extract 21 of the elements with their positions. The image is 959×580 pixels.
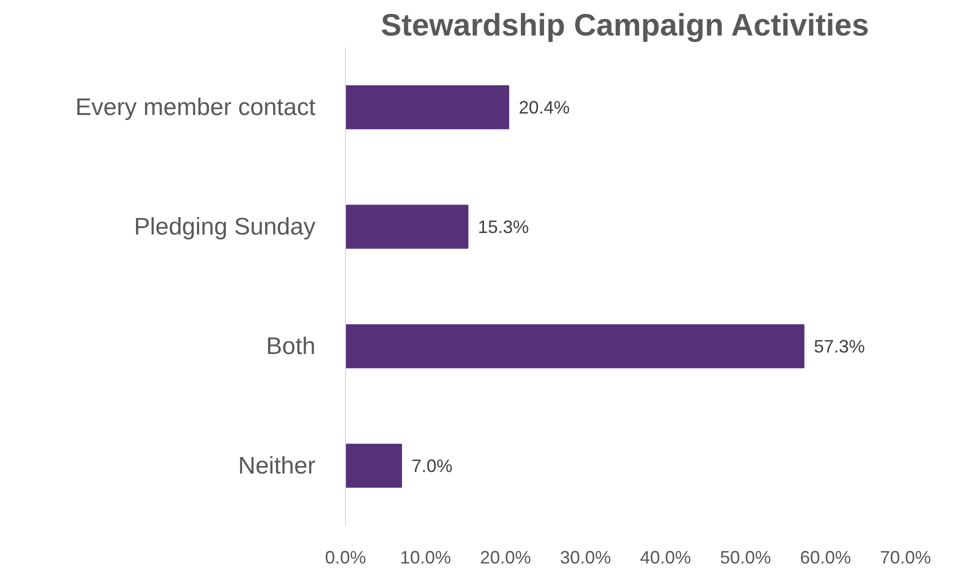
x-tick-label: 50.0% — [720, 548, 772, 568]
bar — [346, 85, 510, 130]
y-tick-label: Every member contact — [75, 94, 316, 121]
y-tick-label: Pledging Sunday — [134, 213, 316, 240]
data-label: 57.3% — [814, 336, 865, 356]
x-tick-label: 70.0% — [880, 548, 932, 568]
chart-title: Stewardship Campaign Activities — [380, 8, 869, 42]
bar — [346, 444, 402, 488]
data-label: 15.3% — [478, 216, 529, 237]
x-tick-label: 10.0% — [400, 548, 452, 568]
bar — [346, 204, 468, 249]
x-tick-label: 40.0% — [640, 548, 692, 568]
data-label: 20.4% — [518, 97, 570, 118]
y-tick-label: Both — [266, 332, 316, 360]
x-tick-label: 0.0% — [324, 548, 366, 568]
y-tick-label: Neither — [238, 452, 316, 480]
data-label: 7.0% — [412, 456, 453, 476]
x-tick-label: 20.0% — [480, 548, 532, 568]
bar — [346, 324, 804, 368]
x-tick-label: 60.0% — [800, 548, 852, 568]
x-tick-label: 30.0% — [560, 548, 612, 568]
